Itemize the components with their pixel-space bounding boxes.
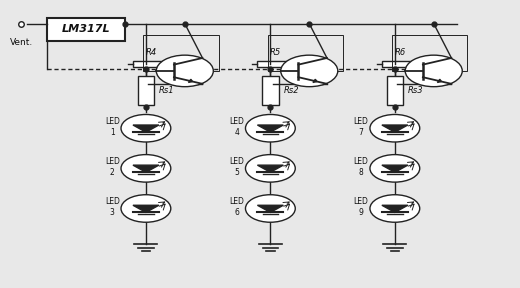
Polygon shape	[313, 79, 317, 82]
Bar	[138, 76, 154, 105]
Circle shape	[370, 155, 420, 182]
Text: Rs2: Rs2	[283, 86, 299, 95]
Text: LED
2: LED 2	[105, 157, 120, 177]
Text: R4: R4	[146, 48, 157, 57]
Text: LED
8: LED 8	[354, 157, 369, 177]
Text: LED
3: LED 3	[105, 197, 120, 217]
Text: Vent.: Vent.	[10, 38, 33, 47]
Circle shape	[370, 114, 420, 142]
Text: LED
7: LED 7	[354, 117, 369, 137]
Circle shape	[281, 55, 338, 87]
Bar	[268, 35, 343, 71]
Text: LM317L: LM317L	[62, 24, 111, 34]
Text: R6: R6	[394, 48, 406, 57]
Circle shape	[245, 114, 295, 142]
Circle shape	[157, 55, 213, 87]
Circle shape	[121, 155, 171, 182]
Polygon shape	[437, 79, 441, 82]
Circle shape	[245, 155, 295, 182]
Bar	[133, 61, 169, 67]
Polygon shape	[382, 165, 408, 172]
Circle shape	[405, 55, 462, 87]
Polygon shape	[133, 165, 159, 172]
Text: LED
9: LED 9	[354, 197, 369, 217]
Circle shape	[370, 195, 420, 222]
Text: LED
1: LED 1	[105, 117, 120, 137]
Bar	[392, 35, 467, 71]
Bar	[382, 61, 418, 67]
Polygon shape	[382, 205, 408, 213]
Bar	[262, 76, 279, 105]
Text: LED
5: LED 5	[229, 157, 244, 177]
Text: LED
4: LED 4	[229, 117, 244, 137]
Polygon shape	[133, 205, 159, 213]
Bar	[257, 61, 294, 67]
Polygon shape	[257, 165, 283, 172]
Text: LED
6: LED 6	[229, 197, 244, 217]
Circle shape	[121, 114, 171, 142]
Polygon shape	[133, 125, 159, 132]
Circle shape	[245, 195, 295, 222]
Polygon shape	[257, 125, 283, 132]
Text: Rs3: Rs3	[408, 86, 423, 95]
Text: R5: R5	[270, 48, 281, 57]
Polygon shape	[257, 205, 283, 213]
Bar	[47, 18, 125, 41]
Polygon shape	[382, 125, 408, 132]
Polygon shape	[188, 79, 192, 82]
Circle shape	[121, 195, 171, 222]
Bar	[386, 76, 403, 105]
Text: Rs1: Rs1	[159, 86, 175, 95]
Bar	[144, 35, 218, 71]
